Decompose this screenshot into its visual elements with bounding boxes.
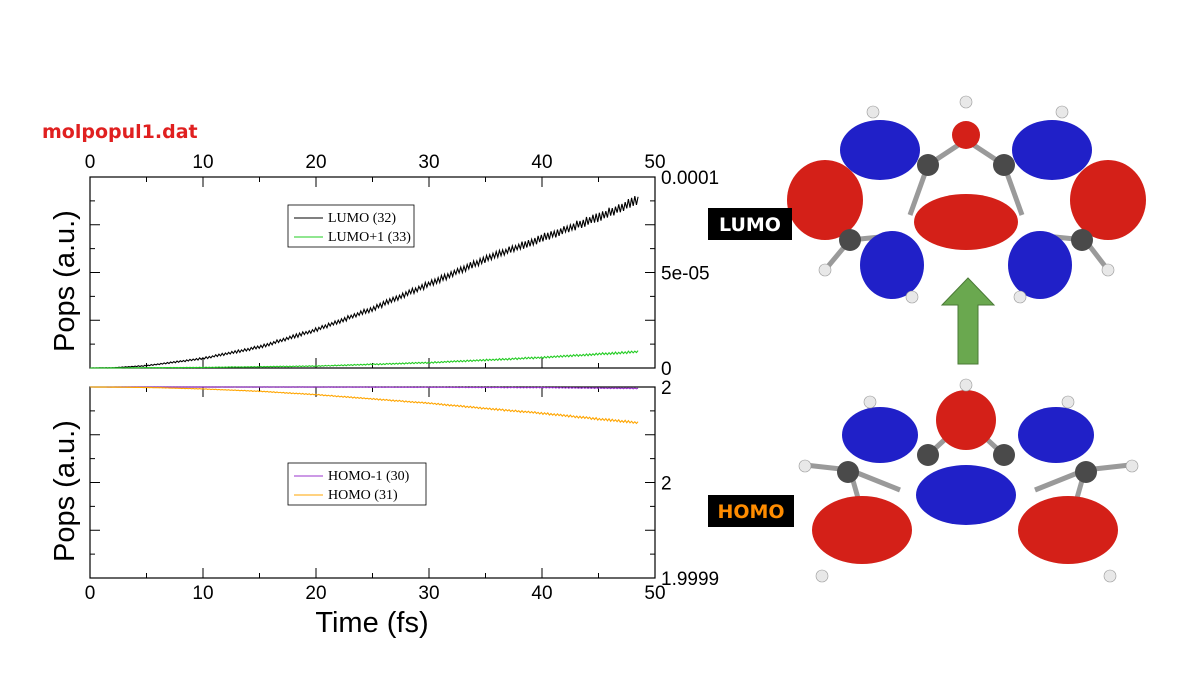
homo-label-bg bbox=[708, 495, 794, 527]
top-x-tick-label: 20 bbox=[305, 152, 326, 173]
lumo-orbital-image bbox=[787, 95, 1146, 304]
lumo-hydrogen-atom bbox=[1013, 290, 1027, 304]
lumo-lobe-pos bbox=[1070, 160, 1146, 240]
lumo-hydrogen-atom bbox=[818, 263, 832, 277]
homo-hydrogen-atom bbox=[959, 378, 973, 392]
x-tick-label: 10 bbox=[192, 583, 213, 604]
x-tick-label: 20 bbox=[305, 583, 326, 604]
x-tick-label: 30 bbox=[418, 583, 439, 604]
lumo-carbon-atom bbox=[993, 154, 1015, 176]
lumo-carbon-atom bbox=[839, 229, 861, 251]
top-x-tick-label: 40 bbox=[531, 152, 552, 173]
series-line-lumo-32 bbox=[90, 196, 639, 369]
right-y-tick-label: 0.0001 bbox=[661, 168, 719, 189]
lumo-lobe-pos bbox=[787, 160, 863, 240]
homo-hydrogen-atom bbox=[798, 459, 812, 473]
homo-label: HOMO bbox=[708, 495, 794, 527]
right-y-tick-label: 1.9999 bbox=[661, 569, 719, 590]
right-y-tick-label: 2 bbox=[661, 474, 672, 495]
top-tick-labels: 0 10 20 30 40 500.0001 5e-05 0 bbox=[85, 152, 719, 380]
lumo-label-bg bbox=[708, 208, 792, 240]
right-y-tick-label: 2 bbox=[661, 378, 672, 399]
top-y-axis-title: Pops (a.u.) bbox=[49, 210, 81, 352]
top-x-tick-label: 10 bbox=[192, 152, 213, 173]
lumo-hydrogen-atom bbox=[1101, 263, 1115, 277]
bottom-panel: 0 10 20 30 40 50 2 2 1.9999 Pops (a.u.) Time (fs… bbox=[49, 378, 719, 639]
homo-carbon-atom bbox=[837, 461, 859, 483]
homo-label-text: HOMO bbox=[717, 501, 784, 523]
legend-label-homo1: HOMO-1 (30) bbox=[328, 469, 410, 484]
x-tick-label: 0 bbox=[85, 583, 96, 604]
homo-lobe-pos bbox=[1018, 496, 1118, 564]
homo-lobe-neg bbox=[916, 465, 1016, 525]
top-x-tick-label: 30 bbox=[418, 152, 439, 173]
legend-label-homo: HOMO (31) bbox=[328, 488, 398, 503]
lumo-label: LUMO bbox=[708, 208, 792, 240]
top-legend: LUMO (32) LUMO+1 (33) bbox=[287, 204, 415, 248]
homo-hydrogen-atom bbox=[863, 395, 877, 409]
file-title: molpopul1.dat bbox=[42, 121, 198, 143]
bottom-tick-labels: 0 10 20 30 40 50 2 2 1.9999 bbox=[85, 378, 719, 604]
series-line-homo-1-30 bbox=[90, 386, 639, 390]
right-y-tick-label: 5e-05 bbox=[661, 264, 710, 285]
lumo-lobe-neg bbox=[1012, 120, 1092, 180]
bottom-y-axis-title: Pops (a.u.) bbox=[49, 420, 81, 562]
homo-hydrogen-atom bbox=[1061, 395, 1075, 409]
top-x-tick-label: 50 bbox=[644, 152, 665, 173]
lumo-carbon-atom bbox=[917, 154, 939, 176]
homo-carbon-atom bbox=[917, 444, 939, 466]
legend-label-lumo1: LUMO+1 (33) bbox=[328, 230, 411, 245]
top-legend-box bbox=[287, 204, 415, 248]
legend-label-lumo: LUMO (32) bbox=[328, 211, 396, 226]
top-x-tick-label: 0 bbox=[85, 152, 96, 173]
x-tick-label: 40 bbox=[531, 583, 552, 604]
homo-orbital-image bbox=[798, 378, 1139, 583]
homo-lobe-pos bbox=[812, 496, 912, 564]
lumo-lobe-pos bbox=[952, 121, 980, 149]
bottom-legend-box bbox=[287, 462, 427, 506]
lumo-lobe-neg bbox=[860, 231, 924, 299]
excitation-arrow-icon bbox=[940, 277, 996, 365]
lumo-carbon-atom bbox=[1071, 229, 1093, 251]
lumo-lobe-neg bbox=[1008, 231, 1072, 299]
homo-lobe-neg bbox=[1018, 407, 1094, 463]
lumo-lobe-pos bbox=[914, 194, 1018, 250]
lumo-hydrogen-atom bbox=[959, 95, 973, 109]
lumo-hydrogen-atom bbox=[905, 290, 919, 304]
lumo-label-text: LUMO bbox=[719, 214, 781, 236]
series-line-lumo-1-33 bbox=[89, 350, 639, 369]
homo-hydrogen-atom bbox=[815, 569, 829, 583]
lumo-hydrogen-atom bbox=[866, 105, 880, 119]
homo-hydrogen-atom bbox=[1103, 569, 1117, 583]
lumo-hydrogen-atom bbox=[1055, 105, 1069, 119]
top-panel: 0 10 20 30 40 500.0001 5e-05 0 Pops (a.u.) LUMO… bbox=[49, 152, 719, 380]
x-tick-label: 50 bbox=[644, 583, 665, 604]
top-series-layer bbox=[89, 196, 639, 369]
series-line-homo-31 bbox=[89, 386, 639, 425]
homo-lobe-pos bbox=[936, 390, 996, 450]
x-axis-title: Time (fs) bbox=[315, 607, 428, 639]
homo-lobe-neg bbox=[842, 407, 918, 463]
homo-carbon-atom bbox=[993, 444, 1015, 466]
right-y-tick-label: 0 bbox=[661, 359, 672, 380]
bottom-legend: HOMO-1 (30) HOMO (31) bbox=[287, 462, 427, 506]
homo-carbon-atom bbox=[1075, 461, 1097, 483]
homo-hydrogen-atom bbox=[1125, 459, 1139, 473]
lumo-lobe-neg bbox=[840, 120, 920, 180]
bottom-series-layer bbox=[89, 386, 639, 425]
